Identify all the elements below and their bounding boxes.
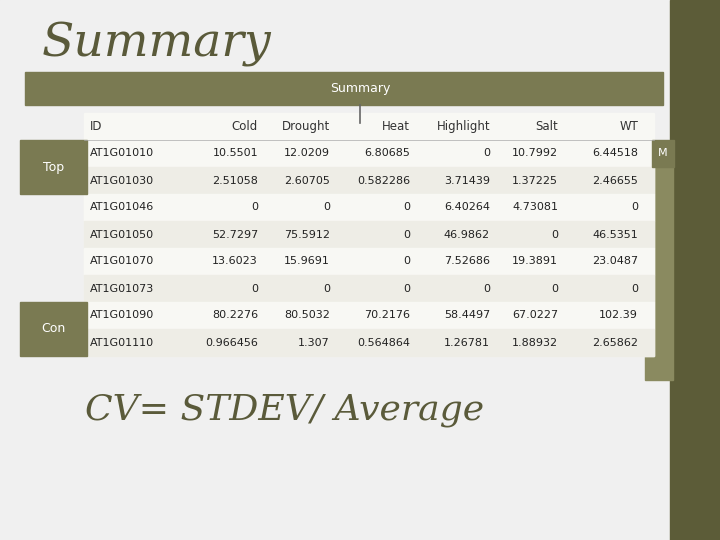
Text: 1.37225: 1.37225 <box>512 176 558 186</box>
Text: 0: 0 <box>403 284 410 294</box>
Text: AT1G01030: AT1G01030 <box>90 176 154 186</box>
Text: 10.5501: 10.5501 <box>212 148 258 159</box>
Text: 0: 0 <box>483 148 490 159</box>
Text: 0: 0 <box>631 284 638 294</box>
Text: 0: 0 <box>251 284 258 294</box>
Text: AT1G01110: AT1G01110 <box>90 338 154 348</box>
Text: 1.307: 1.307 <box>298 338 330 348</box>
Bar <box>84 275 654 302</box>
Text: 4.73081: 4.73081 <box>512 202 558 213</box>
Text: 0: 0 <box>403 230 410 240</box>
Text: 75.5912: 75.5912 <box>284 230 330 240</box>
Text: 0.966456: 0.966456 <box>205 338 258 348</box>
Bar <box>84 167 654 194</box>
Text: Summary: Summary <box>42 22 271 68</box>
Text: 13.6023: 13.6023 <box>212 256 258 267</box>
Text: 102.39: 102.39 <box>599 310 638 321</box>
Text: 15.9691: 15.9691 <box>284 256 330 267</box>
Text: 23.0487: 23.0487 <box>592 256 638 267</box>
Text: Drought: Drought <box>282 120 330 133</box>
Text: 6.80685: 6.80685 <box>364 148 410 159</box>
Bar <box>25 72 663 105</box>
Text: 0: 0 <box>251 202 258 213</box>
Bar <box>84 221 654 248</box>
Text: AT1G01046: AT1G01046 <box>90 202 154 213</box>
Text: Salt: Salt <box>535 120 558 133</box>
Bar <box>84 113 654 356</box>
Text: WT: WT <box>619 120 638 133</box>
Text: 0: 0 <box>403 256 410 267</box>
Text: 0: 0 <box>551 230 558 240</box>
Text: 1.26781: 1.26781 <box>444 338 490 348</box>
Text: Heat: Heat <box>382 120 410 133</box>
Text: AT1G01050: AT1G01050 <box>90 230 154 240</box>
Bar <box>84 194 654 221</box>
Text: 19.3891: 19.3891 <box>512 256 558 267</box>
Text: Con: Con <box>41 322 66 335</box>
Text: AT1G01070: AT1G01070 <box>90 256 154 267</box>
Text: 0: 0 <box>323 284 330 294</box>
Text: 0: 0 <box>323 202 330 213</box>
Text: 46.5351: 46.5351 <box>593 230 638 240</box>
Text: 80.2276: 80.2276 <box>212 310 258 321</box>
Text: ID: ID <box>90 120 102 133</box>
Bar <box>20 302 87 356</box>
Bar <box>645 150 673 380</box>
Text: 0.582286: 0.582286 <box>357 176 410 186</box>
Text: 58.4497: 58.4497 <box>444 310 490 321</box>
Text: 7.52686: 7.52686 <box>444 256 490 267</box>
Text: Cold: Cold <box>232 120 258 133</box>
Text: 1.88932: 1.88932 <box>512 338 558 348</box>
Text: 67.0227: 67.0227 <box>512 310 558 321</box>
Text: M: M <box>658 148 668 159</box>
Text: 12.0209: 12.0209 <box>284 148 330 159</box>
Bar <box>84 248 654 275</box>
Text: 52.7297: 52.7297 <box>212 230 258 240</box>
Text: Top: Top <box>43 160 64 173</box>
Text: 6.40264: 6.40264 <box>444 202 490 213</box>
Text: 46.9862: 46.9862 <box>444 230 490 240</box>
Text: 0: 0 <box>631 202 638 213</box>
Text: 0: 0 <box>551 284 558 294</box>
Bar <box>84 302 654 329</box>
Text: AT1G01073: AT1G01073 <box>90 284 154 294</box>
Text: 2.60705: 2.60705 <box>284 176 330 186</box>
Text: CV= STDEV/ Average: CV= STDEV/ Average <box>85 394 484 427</box>
Text: Summary: Summary <box>330 82 390 95</box>
Text: 70.2176: 70.2176 <box>364 310 410 321</box>
Text: AT1G01010: AT1G01010 <box>90 148 154 159</box>
Bar <box>20 140 87 194</box>
Text: 6.44518: 6.44518 <box>592 148 638 159</box>
Bar <box>84 140 654 167</box>
Text: 0: 0 <box>483 284 490 294</box>
Text: 0: 0 <box>403 202 410 213</box>
Text: 80.5032: 80.5032 <box>284 310 330 321</box>
Bar <box>84 329 654 356</box>
Bar <box>670 0 720 540</box>
Text: 10.7992: 10.7992 <box>512 148 558 159</box>
Bar <box>652 140 674 167</box>
Text: 2.51058: 2.51058 <box>212 176 258 186</box>
Text: 2.65862: 2.65862 <box>592 338 638 348</box>
Text: Highlight: Highlight <box>436 120 490 133</box>
Text: 0.564864: 0.564864 <box>357 338 410 348</box>
Text: 2.46655: 2.46655 <box>592 176 638 186</box>
Text: 3.71439: 3.71439 <box>444 176 490 186</box>
Text: AT1G01090: AT1G01090 <box>90 310 154 321</box>
